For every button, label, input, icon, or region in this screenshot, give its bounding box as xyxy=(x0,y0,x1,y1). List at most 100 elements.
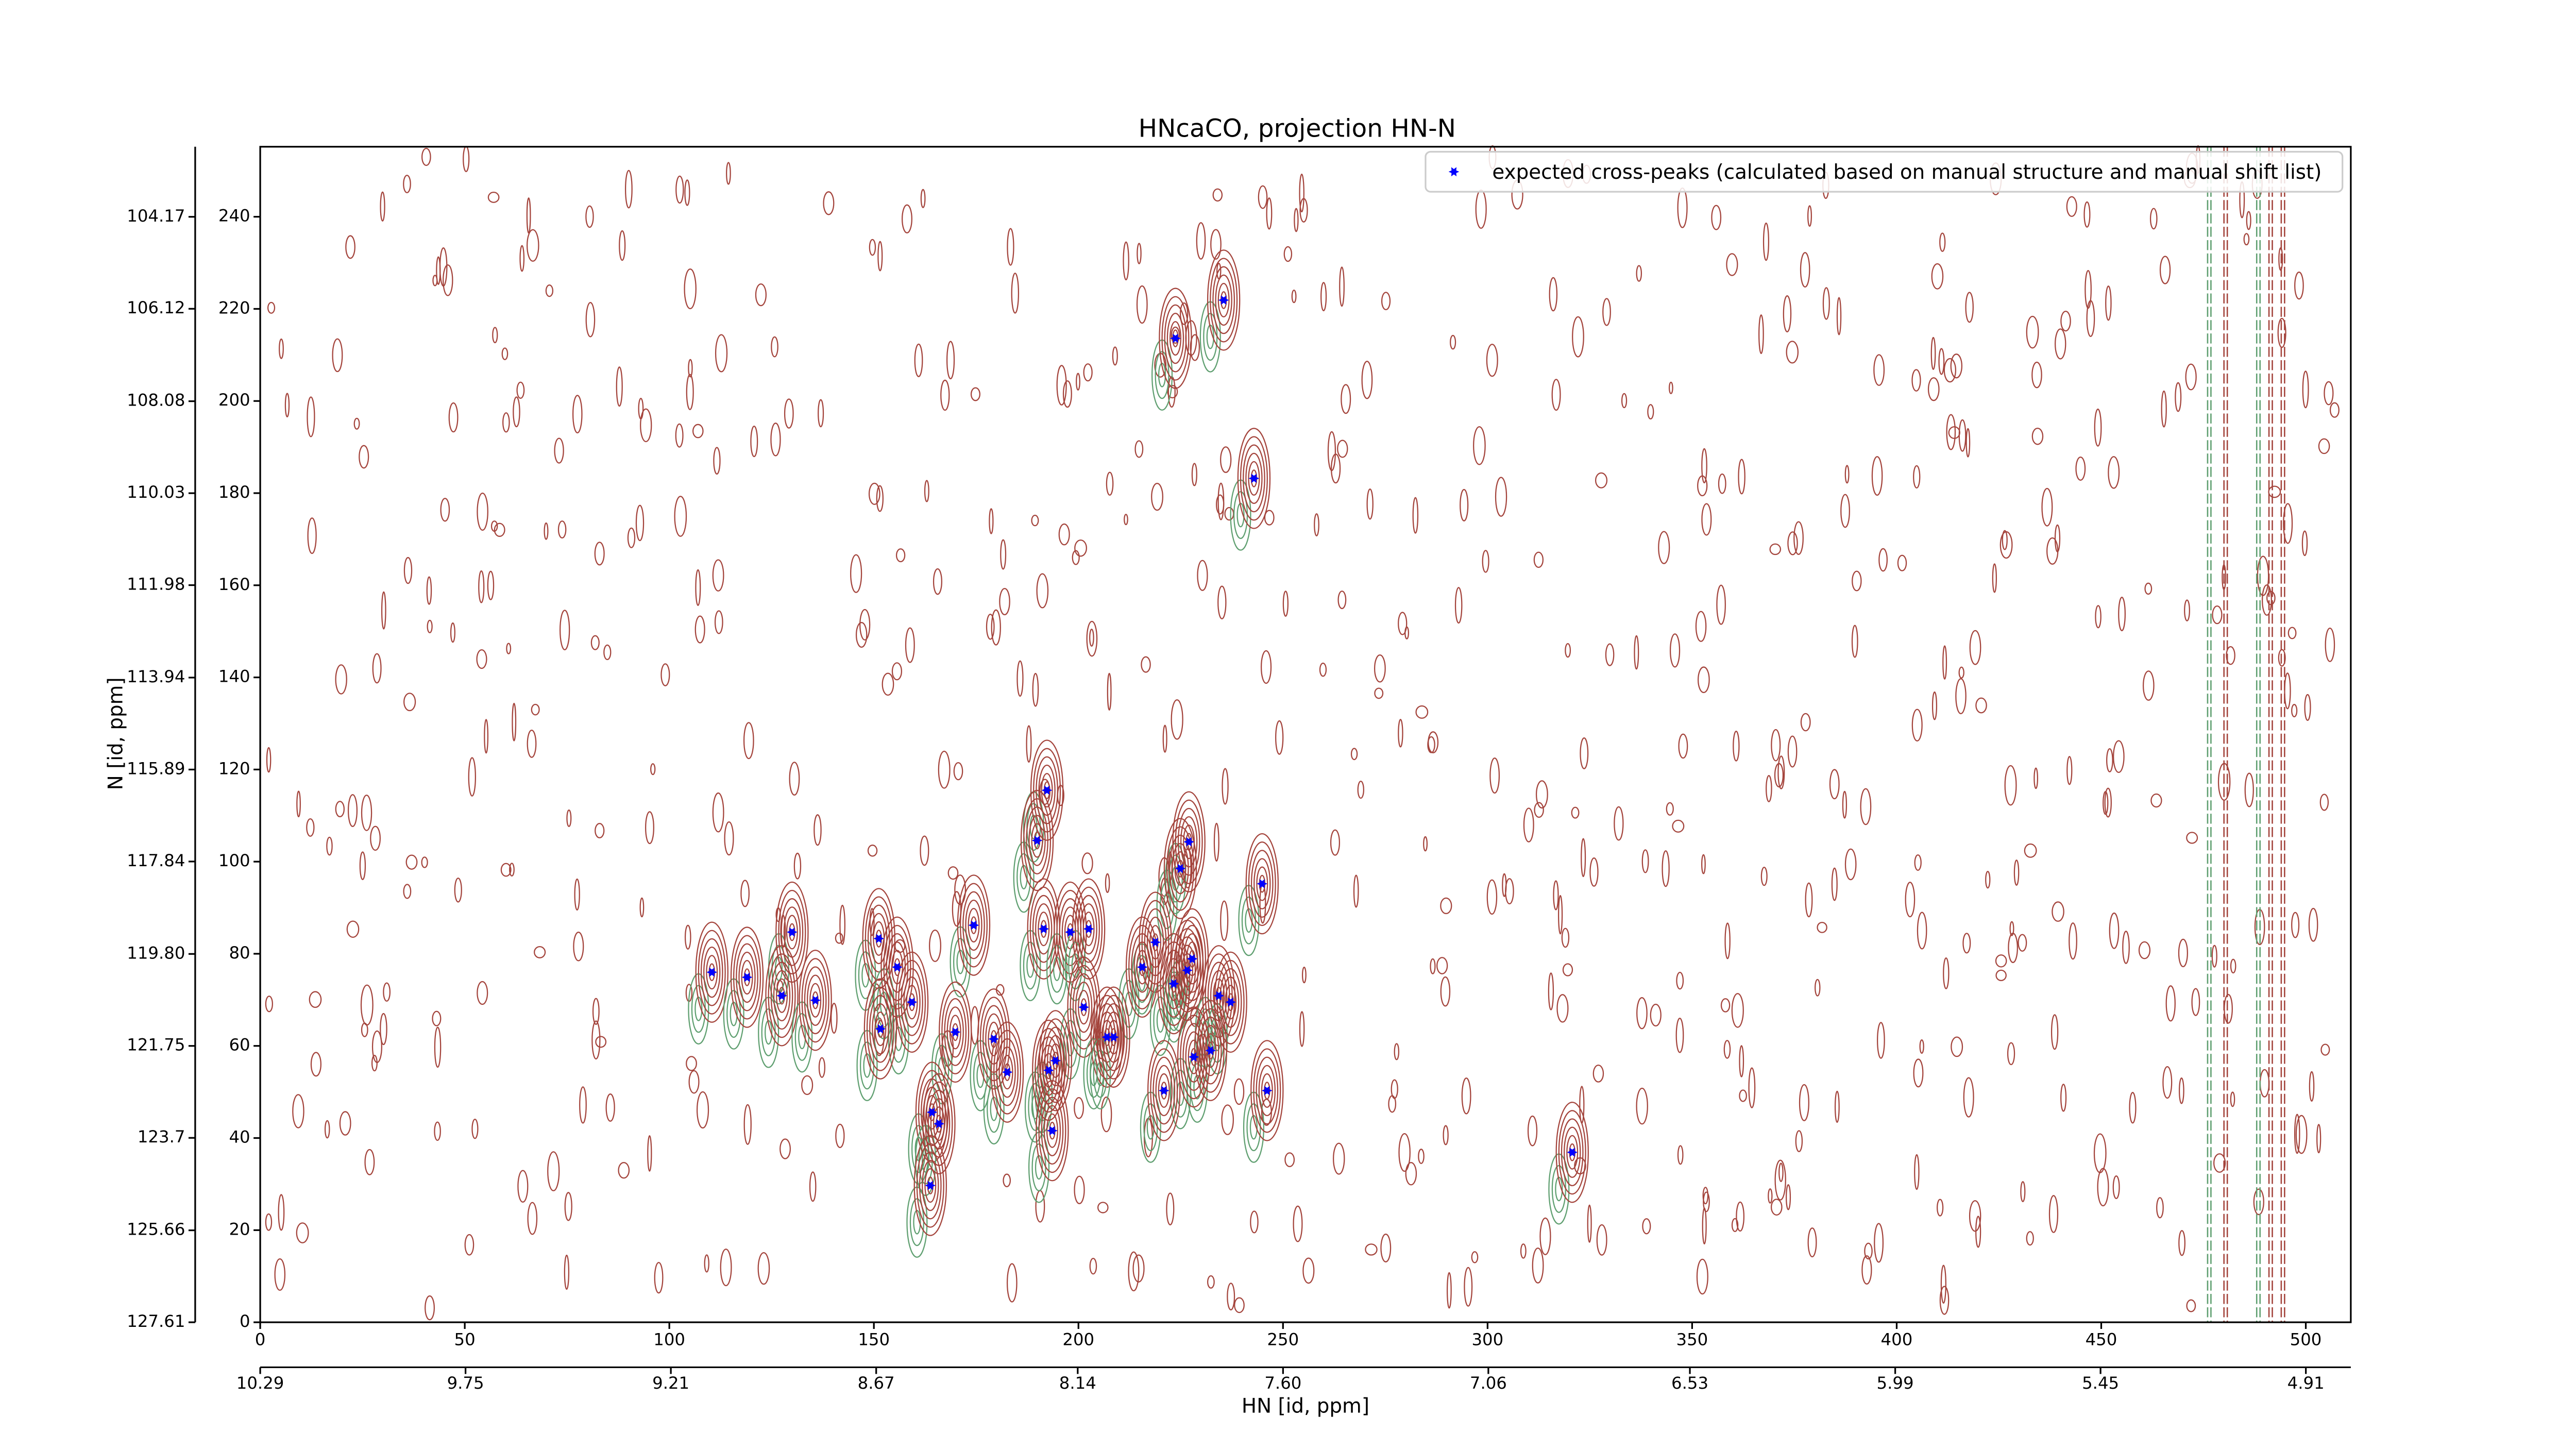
noise-contour xyxy=(2295,1115,2308,1154)
noise-contour xyxy=(696,1091,709,1128)
peak-contour xyxy=(1169,321,1181,356)
noise-contour xyxy=(895,548,906,563)
cross-peak xyxy=(741,972,753,982)
noise-contour xyxy=(1800,713,1811,732)
noise-contour xyxy=(635,504,645,542)
noise-contour xyxy=(720,1249,732,1287)
cross-peak xyxy=(1065,927,1076,937)
noise-contour xyxy=(1634,635,1639,670)
x2-tick-label: 6.53 xyxy=(1671,1373,1708,1393)
peak-contour xyxy=(733,935,761,1020)
noise-contour xyxy=(573,932,584,962)
noise-contour xyxy=(835,932,844,944)
noise-contour xyxy=(1440,976,1451,1007)
noise-contour xyxy=(592,998,600,1025)
noise-contour xyxy=(953,762,963,781)
peak-contour xyxy=(1046,1113,1058,1148)
noise-contour xyxy=(831,1003,838,1034)
noise-contour xyxy=(1428,731,1439,753)
noise-contour xyxy=(801,1075,814,1096)
noise-contour xyxy=(1454,587,1463,624)
noise-contour xyxy=(605,1093,615,1122)
cross-peak xyxy=(787,927,798,937)
peak-contour xyxy=(1160,941,1188,1026)
noise-contour xyxy=(1074,539,1087,557)
peak-contour xyxy=(730,926,764,1028)
x-tick-label: 50 xyxy=(454,1330,476,1350)
noise-contour xyxy=(1701,503,1712,536)
peak-contour xyxy=(993,1030,1022,1115)
noise-contour xyxy=(1220,446,1232,473)
noise-contour xyxy=(526,197,531,234)
noise-contour xyxy=(1527,1115,1538,1147)
noise-contour xyxy=(989,508,994,534)
noise-contour xyxy=(2004,765,2017,806)
noise-contour xyxy=(2186,832,2198,844)
noise-contour xyxy=(1930,336,1936,370)
peak-contour xyxy=(1075,886,1103,971)
cross-peak xyxy=(1188,1052,1199,1062)
noise-contour xyxy=(531,703,540,716)
noise-contour xyxy=(789,762,800,796)
noise-contour xyxy=(500,863,512,877)
noise-contour xyxy=(1962,933,1971,954)
peak-contour xyxy=(1256,866,1268,901)
peak-contour xyxy=(1166,312,1184,364)
noise-contour xyxy=(364,1149,375,1175)
noise-contour xyxy=(1264,510,1275,526)
peak-contour xyxy=(1248,461,1260,496)
noise-contour xyxy=(1963,1077,1974,1118)
peak-contour xyxy=(801,958,829,1043)
noise-contour xyxy=(1636,997,1648,1030)
noise-contour xyxy=(624,170,633,209)
noise-contour xyxy=(267,301,276,314)
noise-contour xyxy=(1299,173,1304,213)
peak-contour xyxy=(1564,1126,1581,1178)
noise-contour xyxy=(743,722,754,760)
noise-contour xyxy=(2020,1181,2026,1202)
noise-contour xyxy=(403,557,413,584)
cross-peak xyxy=(1168,979,1179,988)
noise-contour xyxy=(1958,666,1964,679)
cross-peak xyxy=(988,1034,999,1044)
peak-contour xyxy=(1162,950,1185,1018)
noise-contour xyxy=(1844,465,1850,484)
noise-contour xyxy=(869,239,876,256)
peak-contour xyxy=(1558,1110,1586,1195)
noise-contour xyxy=(1464,1267,1473,1307)
peak-contour xyxy=(1028,815,1046,866)
peak-contour xyxy=(962,891,985,959)
noise-contour xyxy=(2129,1091,2137,1124)
noise-contour xyxy=(1482,550,1489,573)
noise-contour xyxy=(512,702,517,742)
peak-contour xyxy=(806,974,824,1026)
peak-contour xyxy=(1077,895,1100,963)
noise-contour xyxy=(450,622,455,643)
peak-contour xyxy=(1172,843,1189,895)
peak-contour xyxy=(870,913,888,965)
noise-contour xyxy=(1266,197,1273,230)
noise-contour xyxy=(464,1234,474,1256)
noise-contour xyxy=(779,1138,791,1159)
noise-contour xyxy=(1319,662,1327,677)
noise-contour xyxy=(1939,232,1946,252)
noise-contour xyxy=(1341,384,1351,414)
contour-layer xyxy=(265,145,2340,1323)
noise-contour xyxy=(1486,344,1498,377)
noise-contour xyxy=(1975,1216,1981,1248)
noise-contour xyxy=(2026,315,2039,349)
noise-contour xyxy=(2212,605,2223,625)
noise-contour xyxy=(1829,769,1840,800)
noise-contour xyxy=(1210,229,1222,260)
peak-contour xyxy=(1180,816,1198,868)
peak-contour xyxy=(1099,995,1128,1080)
noise-contour xyxy=(1995,954,2007,968)
noise-contour xyxy=(1785,1184,1791,1210)
x2-tick-label: 9.75 xyxy=(447,1373,484,1393)
noise-contour xyxy=(714,610,723,634)
noise-contour xyxy=(1805,882,1813,918)
noise-contour xyxy=(425,1295,435,1321)
noise-contour xyxy=(346,920,360,938)
noise-contour xyxy=(1911,709,1923,742)
